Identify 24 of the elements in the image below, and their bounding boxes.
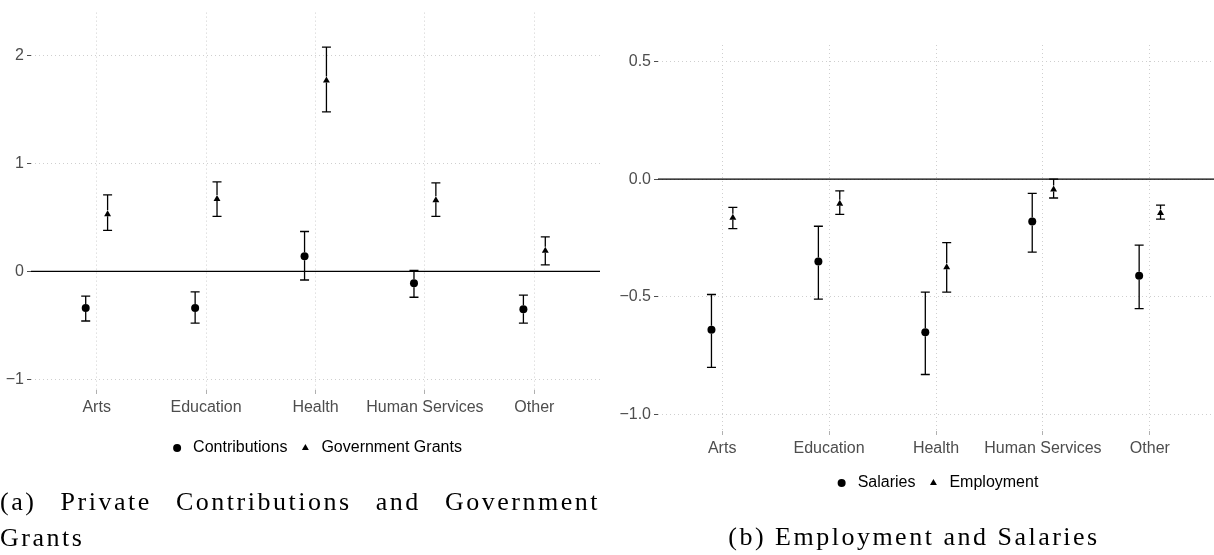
- legend-label: Salaries: [857, 473, 916, 491]
- x-tick-label: Arts: [707, 439, 737, 457]
- text: (a) Private Contributions and Government Grants: [0, 486, 600, 554]
- text: (b) Employment and Salaries: [727, 521, 1101, 553]
- y-tick-label: 0: [15, 261, 25, 279]
- x-tick-label: Education: [793, 439, 865, 457]
- x-tick-label: Other: [1129, 439, 1171, 457]
- x-tick-label: Education: [170, 398, 242, 416]
- legend-label: Contributions: [193, 438, 288, 456]
- y-tick-label: −0.5: [619, 287, 652, 305]
- legend-label: Government Grants: [321, 438, 462, 456]
- y-tick-label: 2: [15, 46, 25, 64]
- x-tick-label: Other: [514, 398, 556, 416]
- legend-label: Employment: [949, 473, 1039, 491]
- y-tick-label: −1: [5, 369, 25, 387]
- x-tick-label: Arts: [82, 398, 111, 416]
- x-tick-label: Human Services: [366, 398, 484, 416]
- x-tick-label: Health: [912, 439, 960, 457]
- x-tick-label: Health: [292, 398, 339, 416]
- x-tick-label: Human Services: [984, 439, 1102, 457]
- y-tick-label: 1: [15, 153, 25, 171]
- y-tick-label: 0.5: [628, 51, 652, 69]
- y-tick-label: 0.0: [628, 169, 652, 187]
- y-tick-label: −1.0: [619, 404, 652, 422]
